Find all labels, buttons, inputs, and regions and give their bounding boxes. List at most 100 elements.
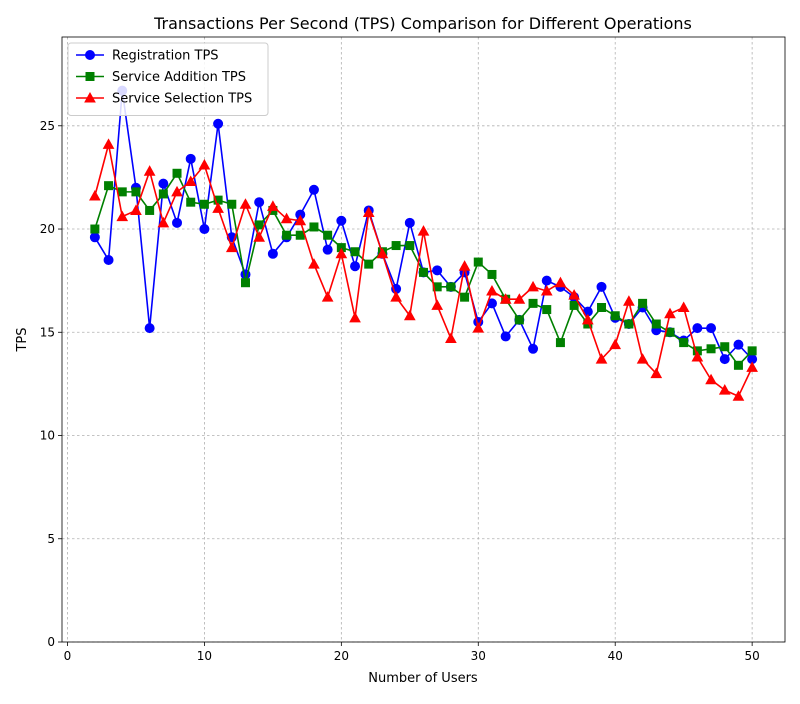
service-selection-tps-point <box>349 311 361 323</box>
x-tick-label: 40 <box>608 649 623 663</box>
service-selection-tps-point <box>486 284 498 296</box>
service-addition-tps-point <box>282 230 292 240</box>
service-selection-tps-point <box>499 293 512 304</box>
service-selection-tps-point <box>472 322 485 333</box>
service-selection-tps-point <box>390 291 402 302</box>
legend: Registration TPS Service Addition TPS Serv… <box>67 42 269 116</box>
service-addition-tps-point <box>199 199 209 209</box>
service-addition-tps-point <box>240 278 250 288</box>
legend-marker <box>84 91 96 103</box>
registration-tps-point <box>322 244 333 255</box>
service-addition-tps-point <box>624 319 634 329</box>
service-selection-tps-point <box>705 373 717 385</box>
service-selection-tps-point <box>623 295 635 306</box>
legend-label: Service Selection TPS <box>112 92 252 107</box>
registration-tps-point <box>528 343 539 354</box>
service-selection-tps-point <box>431 299 444 310</box>
y-tick-label: 15 <box>40 325 55 339</box>
service-selection-tps-point <box>445 332 457 343</box>
service-selection-tps-point <box>677 301 690 312</box>
service-addition-tps-point <box>597 302 607 312</box>
service-selection-tps-point <box>102 138 115 149</box>
registration-tps-point <box>336 215 347 226</box>
registration-tps-point <box>172 217 183 228</box>
service-selection-tps-point <box>212 202 224 213</box>
registration-tps-point <box>500 331 511 342</box>
service-addition-tps-point <box>227 199 237 209</box>
legend-label: Registration TPS <box>112 49 219 64</box>
registration-tps-point <box>350 261 361 272</box>
service-selection-tps-point <box>321 291 334 302</box>
service-addition-tps-point <box>555 338 565 348</box>
y-tick-label: 25 <box>40 119 55 133</box>
service-addition-tps-point <box>145 205 155 215</box>
registration-tps-point <box>404 217 415 228</box>
registration-tps-point <box>158 178 169 189</box>
service-addition-tps-point <box>309 222 319 232</box>
service-selection-tps-point <box>130 204 142 215</box>
x-tick-label: 20 <box>334 649 349 663</box>
x-tick-label: 10 <box>197 649 212 663</box>
service-selection-tps-point <box>157 216 170 228</box>
x-axis-title: Number of Users <box>368 671 478 686</box>
service-addition-tps-point <box>158 189 168 199</box>
service-selection-tps-point <box>184 175 197 187</box>
registration-tps-point <box>706 323 717 334</box>
service-addition-tps-point <box>528 298 538 308</box>
service-selection-tps-point <box>116 210 129 222</box>
legend-item: Service Addition TPS <box>76 70 246 85</box>
service-addition-tps-point <box>487 269 497 279</box>
x-tick-label: 50 <box>744 649 759 663</box>
service-selection-tps-point <box>294 214 307 226</box>
service-selection-tps-point <box>746 361 758 372</box>
service-addition-tps-point <box>542 305 552 315</box>
service-addition-tps-series <box>90 168 757 370</box>
service-addition-tps-point <box>569 300 579 310</box>
service-addition-tps-point <box>131 187 141 197</box>
registration-tps-point <box>254 197 265 208</box>
service-selection-tps-point <box>513 293 526 304</box>
service-selection-tps-point <box>718 384 731 395</box>
service-addition-tps-point <box>350 247 360 257</box>
service-addition-tps-point <box>473 257 483 267</box>
registration-tps-point <box>308 184 319 195</box>
x-tick-label: 0 <box>64 649 72 663</box>
service-addition-tps-point <box>90 224 100 234</box>
service-addition-tps-point <box>186 197 196 207</box>
service-addition-tps-point <box>720 342 730 352</box>
registration-tps-point <box>199 224 210 235</box>
service-addition-tps-point <box>638 298 648 308</box>
service-addition-tps-point <box>419 267 428 277</box>
service-selection-tps-point <box>554 276 567 288</box>
y-axis-title: TPS <box>15 327 30 352</box>
service-addition-tps-point <box>117 187 127 197</box>
service-addition-tps-point <box>514 315 524 325</box>
service-selection-tps-point <box>403 309 416 321</box>
legend-label: Service Addition TPS <box>112 70 246 85</box>
legend-item: Registration TPS <box>76 49 219 64</box>
service-selection-tps-point <box>417 225 430 236</box>
y-tick-label: 20 <box>40 222 55 236</box>
service-selection-tps-point <box>732 390 745 401</box>
plot-frame <box>61 36 786 643</box>
service-addition-tps-point <box>446 282 456 292</box>
service-selection-tps-point <box>636 353 649 364</box>
registration-tps-point <box>144 323 155 334</box>
service-selection-tps-series <box>89 138 758 401</box>
service-addition-tps-point <box>679 338 689 348</box>
service-selection-tps-point <box>280 212 293 224</box>
service-selection-tps-point <box>362 206 375 218</box>
series-layer <box>89 85 758 401</box>
service-selection-tps-point <box>527 280 539 292</box>
service-selection-tps-point <box>581 313 594 325</box>
service-selection-tps-point <box>89 189 101 201</box>
registration-tps-point <box>103 255 114 266</box>
registration-tps-point <box>213 118 224 129</box>
service-selection-tps-point <box>171 185 183 197</box>
service-addition-tps-point <box>364 259 374 269</box>
service-selection-tps-point <box>198 158 211 170</box>
service-selection-tps-point <box>595 353 608 364</box>
service-selection-tps-point <box>143 165 156 176</box>
